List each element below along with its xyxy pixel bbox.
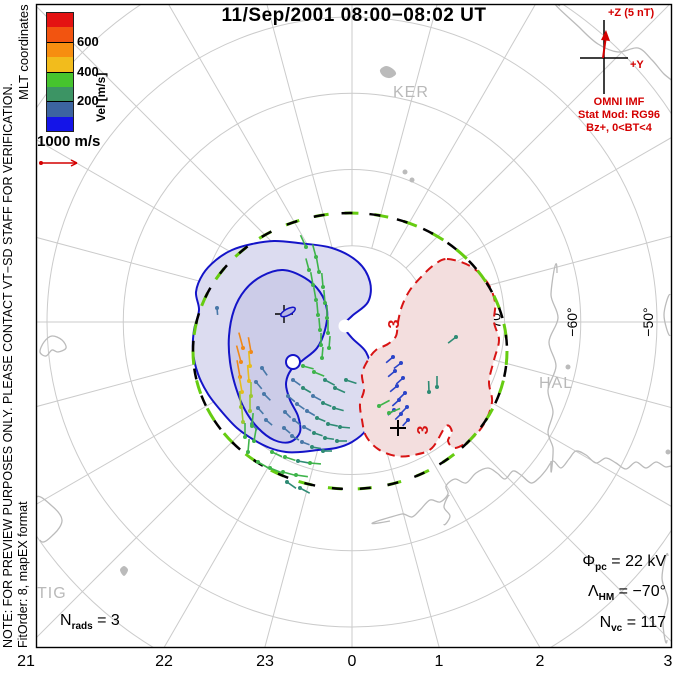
reference-vector-label: 1000 m/s (37, 133, 101, 150)
potential-extrema-markers (275, 305, 406, 436)
colorbar-tick-200: 200 (77, 93, 99, 108)
dawn-cell-contour (358, 257, 501, 458)
radar-station-ker: KER (393, 84, 429, 101)
colorbar-tick-400: 400 (77, 64, 99, 79)
lambda-value: = −70° (614, 583, 666, 600)
mlt-hour-label: 23 (256, 653, 274, 670)
colorbar-segment (47, 102, 73, 117)
coastline-map (36, 4, 672, 644)
colorbar-segment (47, 72, 73, 87)
colorbar-segment (47, 57, 73, 73)
velocity-vectors (215, 234, 458, 494)
imf-y-axis-label: +Y (630, 59, 644, 71)
mlt-hour-label: 22 (155, 653, 173, 670)
imf-source-label: OMNI IMF (593, 96, 645, 108)
phi-subscript: pc (595, 562, 607, 574)
velocity-colorbar (46, 12, 74, 132)
lambda-subscript: HM (598, 592, 615, 604)
colorbar-segment (47, 13, 73, 28)
negative-peak-lens (280, 306, 296, 318)
nrads-value: = 3 (92, 612, 120, 629)
radar-station-hal: HAL (539, 375, 574, 392)
latitude-label: −60° (564, 307, 580, 336)
hm-boundary-lat-stat: ΛHM = −70° (588, 583, 666, 603)
mlt-hour-label: 21 (17, 653, 35, 670)
nvc-value: = 117 (622, 614, 666, 631)
lambda-symbol: Λ (587, 583, 599, 600)
colorbar-axis-label: Vel [m/s] (94, 72, 108, 122)
phi-value: = 22 kV (606, 553, 666, 570)
nrads-symbol: N (60, 612, 72, 629)
num-radars-stat: Nrads = 3 (60, 612, 120, 632)
nrads-subscript: rads (71, 621, 93, 633)
hm-boundary-black (191, 211, 509, 491)
cross-polar-cap-potential-stat: Φpc = 22 kV (582, 553, 666, 573)
colorbar-tick-600: 600 (77, 34, 99, 49)
imf-z-axis-label: +Z (5 nT) (608, 7, 655, 19)
contour-gap-dot (338, 319, 352, 333)
num-vectors-stat: Nvc = 117 (600, 614, 666, 634)
latitude-label: −50° (640, 307, 656, 336)
imf-model-label: Stat Mod: RG96 (578, 109, 660, 121)
colorbar-segment (47, 27, 73, 43)
contour-level-label: 3 (415, 425, 432, 434)
imf-dial (580, 20, 628, 94)
dusk-cell-inner-contour (227, 268, 329, 444)
mlt-hour-label: 1 (435, 653, 444, 670)
negative-minimum-circle (285, 354, 301, 370)
plot-frame (35, 3, 673, 649)
contour-level-label: 3 (386, 319, 403, 328)
colorbar-segment (47, 42, 73, 58)
colorbar-segment (47, 86, 73, 103)
fit-order-label: FitOrder: 8, mapEX format (16, 501, 30, 648)
nvc-symbol: N (599, 614, 612, 631)
plot-title: 11/Sep/2001 08:00−08:02 UT (221, 5, 487, 26)
radar-station-tig: TIG (37, 585, 67, 602)
phi-symbol: Φ (582, 553, 596, 570)
preview-note-label: NOTE: FOR PREVIEW PURPOSES ONLY. PLEASE … (1, 82, 15, 648)
mlt-hour-label: 0 (348, 653, 357, 670)
reference-vector-arrow (39, 159, 78, 167)
mlt-hour-label: 3 (664, 653, 673, 670)
imf-condition-label: Bz+, 0<BT<4 (586, 122, 652, 134)
colorbar-segment (47, 116, 73, 131)
mlt-hour-label: 2 (536, 653, 545, 670)
nvc-subscript: vc (611, 623, 623, 635)
